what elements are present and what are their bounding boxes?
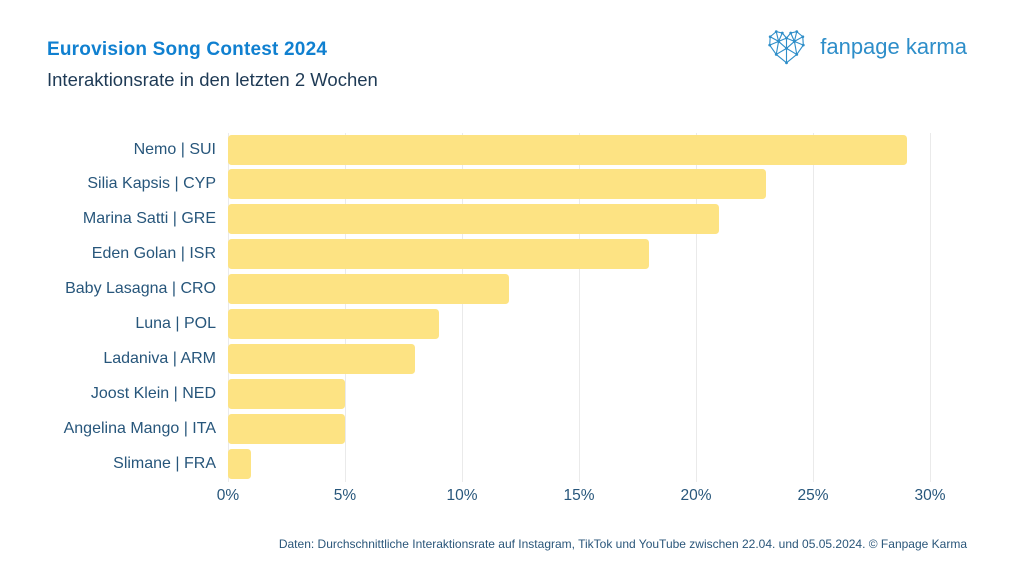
gridline-15pct xyxy=(579,133,580,482)
category-label: Baby Lasagna | CRO xyxy=(65,280,216,298)
category-label: Slimane | FRA xyxy=(113,454,216,472)
category-label: Nemo | SUI xyxy=(133,140,216,158)
bar-Nemo | SUI xyxy=(228,134,907,165)
gridline-10pct xyxy=(462,133,463,482)
source-note: Daten: Durchschnittliche Interaktionsrat… xyxy=(278,537,967,551)
gridline-25pct xyxy=(813,133,814,482)
bar-Luna | POL xyxy=(228,309,439,339)
x-tick-label: 0% xyxy=(216,487,240,504)
category-label: Silia Kapsis | CYP xyxy=(87,175,216,193)
category-label: Eden Golan | ISR xyxy=(91,245,216,263)
fanpage-karma-logo: fanpage karma xyxy=(766,28,967,66)
gridline-20pct xyxy=(696,133,697,482)
bar-Marina Satti | GRE xyxy=(228,204,720,235)
page-subtitle: Interaktionsrate in den letzten 2 Wochen xyxy=(47,69,378,90)
gridline-0pct xyxy=(228,133,229,482)
bar-Baby Lasagna | CRO xyxy=(228,274,509,305)
category-label: Angelina Mango | ITA xyxy=(63,419,216,437)
category-label: Ladaniva | ARM xyxy=(103,349,216,367)
bar-Joost Klein | NED xyxy=(228,378,345,409)
x-tick-label: 25% xyxy=(797,487,829,504)
plot-area xyxy=(228,133,931,482)
x-axis-ticks: 0% 5% 10% 15% 20% 25% 30% xyxy=(217,487,946,509)
gridline-30pct xyxy=(930,133,931,482)
x-tick-label: 20% xyxy=(680,487,712,504)
category-label: Marina Satti | GRE xyxy=(82,210,216,228)
bar-Slimane | FRA xyxy=(228,448,252,479)
network-heart-icon xyxy=(768,30,805,65)
page-title: Eurovision Song Contest 2024 xyxy=(47,39,328,60)
bar-Eden Golan | ISR xyxy=(228,239,650,270)
logo-wordmark: fanpage karma xyxy=(820,34,967,59)
gridline-5pct xyxy=(345,133,346,482)
x-tick-label: 5% xyxy=(333,487,357,504)
bar-Ladaniva | ARM xyxy=(228,343,416,374)
bar-Angelina Mango | ITA xyxy=(228,413,345,444)
category-label: Joost Klein | NED xyxy=(90,384,216,402)
category-labels: Nemo | SUI Silia Kapsis | CYP Marina Satti… xyxy=(0,133,216,482)
x-tick-label: 15% xyxy=(563,487,595,504)
x-tick-label: 10% xyxy=(446,487,478,504)
x-tick-label: 30% xyxy=(914,487,946,504)
bar-Silia Kapsis | CYP xyxy=(228,169,767,200)
category-label: Luna | POL xyxy=(135,315,216,332)
